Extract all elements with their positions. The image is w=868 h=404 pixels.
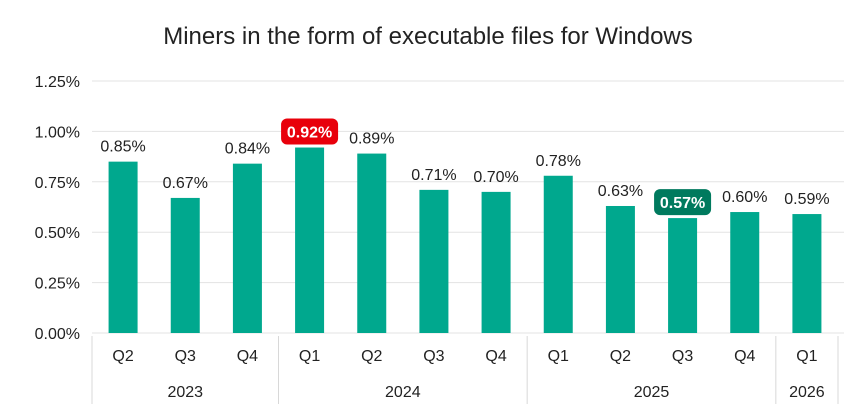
bar bbox=[357, 153, 387, 333]
bar bbox=[605, 205, 635, 333]
bar bbox=[170, 197, 200, 333]
data-label: 0.70% bbox=[473, 169, 518, 186]
bar bbox=[730, 212, 760, 333]
x-tick-label: Q2 bbox=[112, 348, 133, 365]
bar bbox=[792, 214, 822, 333]
bar bbox=[232, 163, 262, 333]
bars bbox=[108, 147, 822, 333]
x-group-label: 2026 bbox=[789, 384, 825, 401]
y-tick-label: 0.50% bbox=[35, 225, 80, 242]
data-label: 0.59% bbox=[784, 191, 829, 208]
x-axis: Q2 Q3 Q4 Q1 Q2 Q3 Q4 Q1 Q2 Q3 Q4 Q1 2023 2024 2025 2026 bbox=[91, 336, 839, 404]
x-group-label: 2023 bbox=[167, 384, 203, 401]
x-tick-label: Q4 bbox=[485, 348, 506, 365]
data-label: 0.85% bbox=[100, 139, 145, 156]
y-tick-label: 0.25% bbox=[35, 276, 80, 293]
x-group-label: 2024 bbox=[385, 384, 421, 401]
data-label: 0.71% bbox=[411, 167, 456, 184]
y-tick-label: 0.00% bbox=[35, 326, 80, 343]
bar bbox=[295, 147, 325, 333]
grid bbox=[92, 80, 844, 334]
x-tick-label: Q1 bbox=[796, 348, 817, 365]
bar bbox=[481, 191, 511, 333]
y-axis: 0.00% 0.25% 0.50% 0.75% 1.00% 1.25% bbox=[35, 74, 80, 343]
data-label: 0.63% bbox=[598, 183, 643, 200]
x-group-label: 2025 bbox=[634, 384, 670, 401]
data-labels: 0.85% 0.67% 0.84% 0.92% 0.89% 0.71% 0.70% 0.78%… bbox=[100, 118, 830, 216]
y-tick-label: 0.75% bbox=[35, 175, 80, 192]
x-tick-label: Q2 bbox=[361, 348, 382, 365]
x-tick-label: Q1 bbox=[299, 348, 320, 365]
data-label: 0.92% bbox=[287, 125, 332, 142]
x-tick-label: Q3 bbox=[672, 348, 693, 365]
data-label: 0.78% bbox=[536, 153, 581, 170]
min-value-badge bbox=[654, 189, 712, 216]
y-tick-label: 1.00% bbox=[35, 124, 80, 141]
data-label: 0.60% bbox=[722, 189, 767, 206]
bar bbox=[419, 189, 449, 333]
x-tick-label: Q4 bbox=[734, 348, 755, 365]
bar bbox=[543, 175, 573, 333]
x-tick-label: Q3 bbox=[423, 348, 444, 365]
data-label: 0.57% bbox=[660, 195, 705, 212]
y-tick-label: 1.25% bbox=[35, 74, 80, 91]
x-tick-label: Q4 bbox=[237, 348, 258, 365]
data-label: 0.84% bbox=[225, 141, 270, 158]
data-label: 0.67% bbox=[163, 175, 208, 192]
chart-title: Miners in the form of executable files f… bbox=[163, 23, 693, 50]
bar bbox=[668, 218, 698, 333]
bar bbox=[108, 161, 138, 333]
x-tick-label: Q1 bbox=[548, 348, 569, 365]
data-label: 0.89% bbox=[349, 131, 394, 148]
max-value-badge bbox=[281, 118, 339, 145]
x-tick-label: Q3 bbox=[175, 348, 196, 365]
x-tick-label: Q2 bbox=[610, 348, 631, 365]
